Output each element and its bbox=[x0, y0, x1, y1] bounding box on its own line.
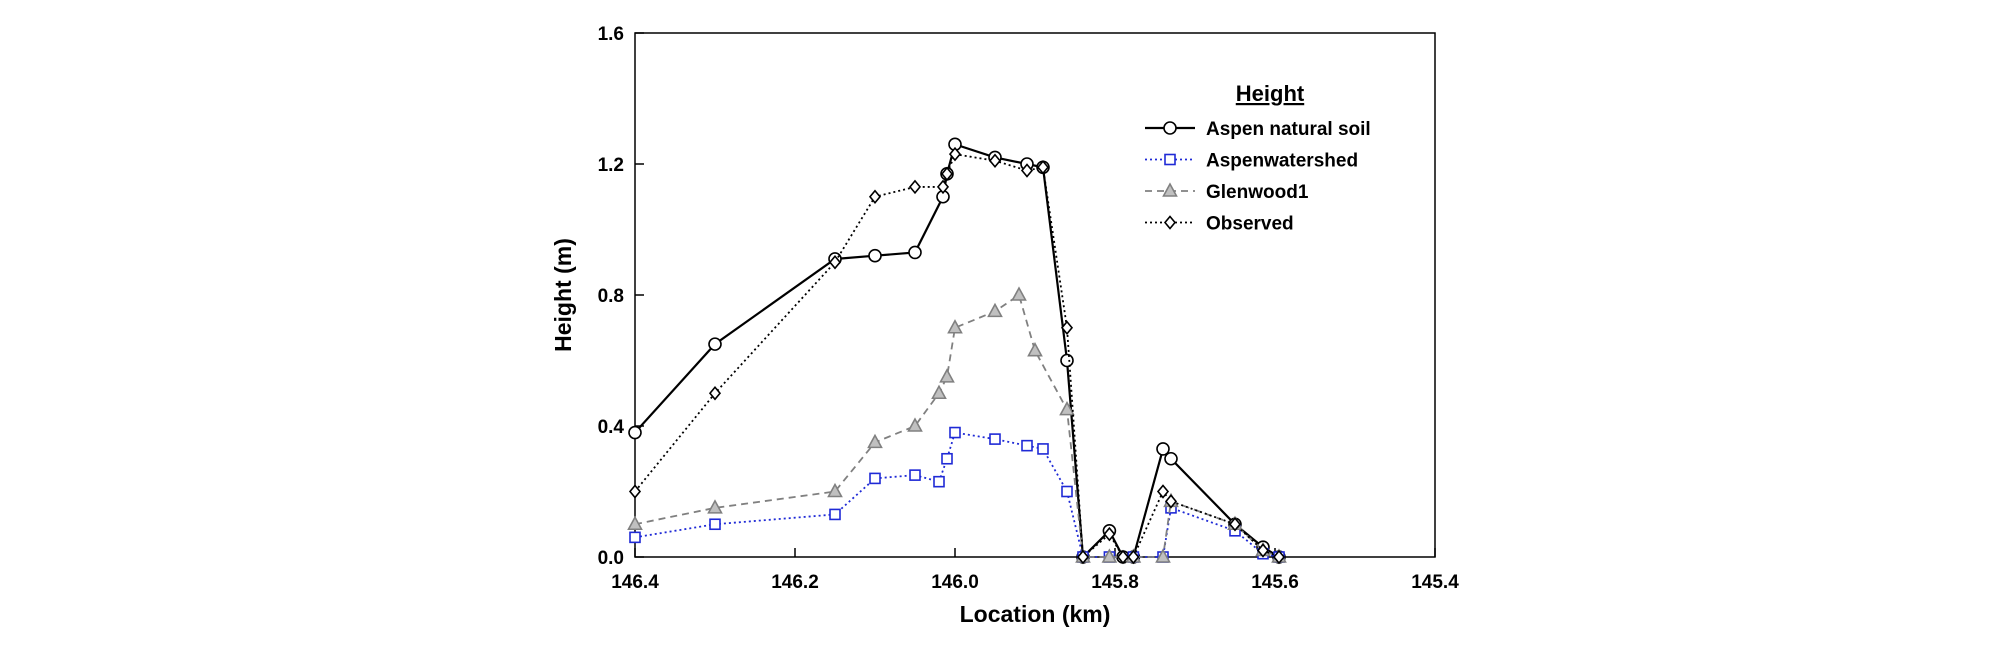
series-line bbox=[634, 142, 1280, 560]
x-tick-label: 146.2 bbox=[771, 572, 819, 593]
data-point bbox=[936, 179, 950, 195]
data-point bbox=[868, 189, 882, 204]
series-observed bbox=[628, 146, 1286, 565]
data-point bbox=[1228, 517, 1242, 532]
y-tick-label: 1.6 bbox=[598, 24, 624, 45]
data-point bbox=[949, 426, 961, 439]
data-point bbox=[941, 452, 953, 465]
data-point bbox=[1037, 443, 1049, 455]
x-tick-label: 145.4 bbox=[1411, 572, 1459, 593]
data-point bbox=[827, 482, 843, 498]
legend-item: Glenwood1 bbox=[1145, 182, 1309, 203]
x-tick-label: 146.0 bbox=[931, 572, 979, 593]
data-point bbox=[709, 518, 721, 531]
data-point bbox=[987, 302, 1003, 318]
data-point bbox=[1256, 543, 1270, 558]
data-point bbox=[940, 166, 954, 182]
data-point bbox=[909, 469, 921, 481]
legend-label: Glenwood1 bbox=[1206, 182, 1309, 203]
data-point bbox=[829, 508, 841, 521]
data-point bbox=[1101, 548, 1118, 563]
data-point bbox=[1155, 548, 1171, 563]
data-point bbox=[1076, 549, 1090, 565]
data-point bbox=[868, 248, 882, 263]
data-point bbox=[1116, 549, 1130, 565]
data-point bbox=[828, 255, 842, 270]
data-point bbox=[1020, 163, 1034, 178]
legend-marker bbox=[1164, 153, 1176, 166]
data-point bbox=[908, 179, 922, 195]
data-point bbox=[1021, 439, 1033, 452]
data-point bbox=[989, 433, 1001, 445]
legend-item: Aspen natural soil bbox=[1145, 119, 1371, 140]
x-tick-label: 145.8 bbox=[1091, 572, 1139, 593]
legend-marker bbox=[1162, 182, 1178, 197]
y-tick-label: 0.0 bbox=[598, 548, 624, 569]
y-tick-label: 0.8 bbox=[598, 286, 624, 307]
data-point bbox=[933, 475, 945, 488]
series-line bbox=[634, 153, 1280, 559]
x-axis: 146.4 146.2 146.0 145.8 145.6 145.4 bbox=[611, 548, 1459, 593]
series-aspenwatershed bbox=[629, 426, 1285, 563]
data-point bbox=[707, 499, 723, 514]
data-point bbox=[1036, 160, 1050, 175]
y-axis: 0.0 0.4 0.8 1.2 1.6 bbox=[598, 24, 644, 569]
data-point bbox=[1011, 286, 1027, 301]
series-glenwood1 bbox=[627, 286, 1287, 563]
data-point bbox=[1059, 400, 1075, 416]
series-line bbox=[634, 293, 1280, 558]
data-point bbox=[628, 484, 642, 499]
data-point bbox=[629, 531, 641, 544]
legend-label: Observed bbox=[1206, 214, 1294, 235]
data-point bbox=[1061, 485, 1073, 498]
x-axis-title: Location (km) bbox=[960, 601, 1111, 627]
data-point bbox=[939, 368, 955, 383]
data-point bbox=[988, 153, 1002, 168]
data-point bbox=[1272, 549, 1286, 565]
data-point bbox=[1027, 341, 1043, 357]
data-point bbox=[1164, 494, 1178, 509]
data-point bbox=[1103, 526, 1116, 542]
legend-title: Height bbox=[1236, 81, 1305, 106]
data-point bbox=[1156, 442, 1170, 456]
data-point bbox=[907, 417, 923, 432]
data-point bbox=[908, 245, 922, 260]
series-line bbox=[634, 431, 1280, 558]
data-point bbox=[947, 319, 963, 334]
legend-label: Aspenwatershed bbox=[1206, 151, 1358, 172]
legend-marker bbox=[1163, 121, 1177, 135]
legend-label: Aspen natural soil bbox=[1206, 119, 1371, 140]
data-point bbox=[867, 433, 883, 449]
data-point bbox=[708, 337, 722, 351]
legend-item: Aspenwatershed bbox=[1145, 151, 1358, 172]
data-point bbox=[948, 146, 962, 162]
data-point bbox=[1127, 549, 1140, 565]
series-aspen-natural-soil bbox=[628, 137, 1286, 564]
data-point bbox=[628, 425, 642, 440]
data-point bbox=[869, 472, 881, 485]
data-point bbox=[1164, 451, 1178, 466]
legend-item: Observed bbox=[1145, 214, 1294, 235]
x-tick-label: 145.6 bbox=[1251, 572, 1299, 593]
data-point bbox=[1060, 353, 1074, 368]
legend-marker bbox=[1163, 215, 1177, 230]
data-point bbox=[1156, 484, 1170, 499]
y-tick-label: 0.4 bbox=[598, 417, 625, 438]
y-tick-label: 1.2 bbox=[598, 155, 624, 176]
data-point bbox=[627, 515, 643, 531]
y-axis-title: Height (m) bbox=[550, 238, 576, 352]
data-point bbox=[1060, 320, 1074, 335]
data-point bbox=[931, 384, 947, 400]
x-tick-label: 146.4 bbox=[611, 572, 659, 593]
series-layer bbox=[627, 137, 1287, 565]
legend: Height Aspen natural soil Aspenwatershed G… bbox=[1145, 81, 1371, 235]
plot-frame bbox=[634, 32, 1436, 558]
data-point bbox=[708, 386, 722, 401]
